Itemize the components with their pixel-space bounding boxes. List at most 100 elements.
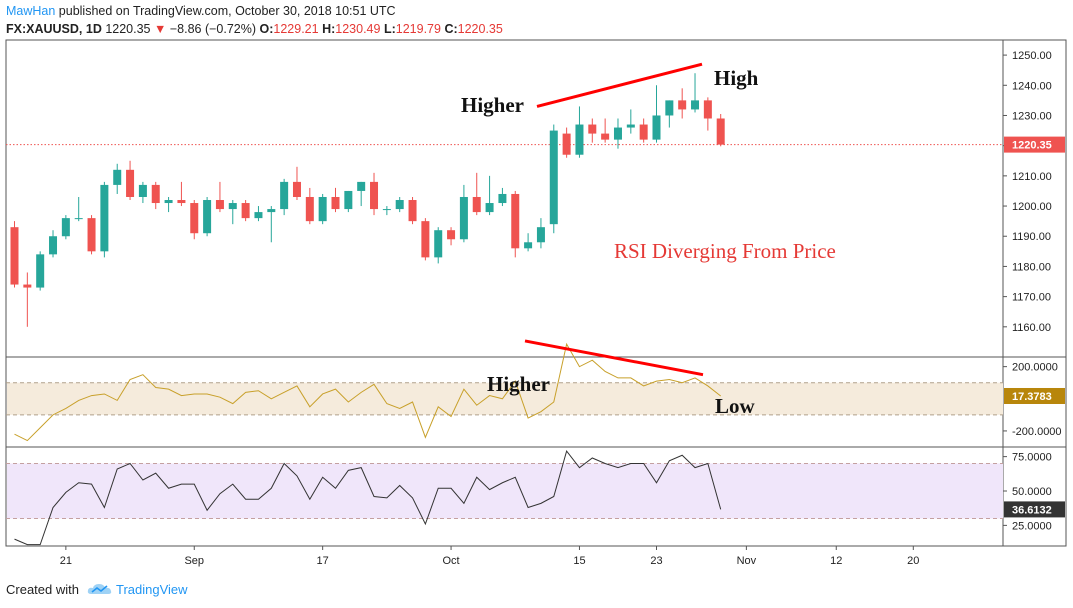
candle-body — [716, 118, 725, 145]
cci-trendline — [524, 339, 704, 377]
time-tick-label: 21 — [60, 555, 72, 567]
candle — [331, 187, 340, 213]
rsi-badge: 36.6132 — [1004, 501, 1065, 518]
candle-body — [421, 221, 430, 258]
candle — [716, 113, 725, 147]
price-badge: 1220.35 — [1004, 136, 1065, 153]
candle-body — [588, 124, 597, 134]
candle-body — [49, 236, 58, 255]
price-tick-label: 1240.00 — [1012, 80, 1052, 92]
candle — [344, 190, 353, 213]
candle-body — [485, 203, 494, 213]
annotation-high: High — [714, 66, 759, 90]
cci-tick-label: -200.0000 — [1012, 426, 1062, 438]
candle — [203, 196, 212, 237]
candle-body — [395, 200, 404, 210]
candle-body — [36, 254, 45, 288]
high-value: 1230.49 — [335, 22, 381, 36]
candle-body — [23, 284, 32, 288]
candle — [177, 181, 186, 207]
candle-body — [318, 196, 327, 222]
footer: Created with TradingView — [6, 582, 188, 597]
annotation-low: Low — [715, 394, 756, 418]
candle — [190, 200, 199, 240]
price-trendline — [536, 62, 703, 108]
price-tick-label: 1200.00 — [1012, 201, 1052, 213]
candle-body — [280, 181, 289, 210]
candle — [61, 215, 70, 240]
tradingview-cloud-icon — [87, 584, 111, 594]
candle — [228, 200, 237, 225]
candle — [562, 127, 571, 158]
ohlc-line: FX:XAUUSD, 1D 1220.35 ▼ −8.86 (−0.72%) O… — [6, 22, 503, 36]
candle-body — [267, 209, 276, 213]
rsi-tick-label: 75.0000 — [1012, 452, 1052, 464]
candle-body — [639, 124, 648, 140]
candle-body — [626, 124, 635, 128]
cci-tick-label: 200.0000 — [1012, 362, 1058, 374]
candle-body — [472, 196, 481, 213]
author-name[interactable]: MawHan — [6, 4, 56, 18]
annotation-higher-price: Higher — [461, 93, 524, 117]
time-tick-label: 15 — [573, 555, 585, 567]
candle — [626, 109, 635, 134]
candle-body — [447, 230, 456, 240]
candle-body — [228, 203, 237, 210]
candle — [382, 206, 391, 216]
candle-body — [370, 181, 379, 210]
candle — [459, 184, 468, 243]
candle — [665, 100, 674, 128]
publish-info: published on TradingView.com, October 30… — [55, 4, 396, 18]
candle — [138, 181, 147, 204]
candle — [691, 73, 700, 113]
down-arrow-icon: ▼ — [154, 22, 167, 36]
candle-body — [562, 133, 571, 155]
rsi-badge-text: 36.6132 — [1012, 504, 1052, 516]
candle — [10, 221, 19, 288]
created-with-label: Created with — [6, 582, 79, 597]
candle — [408, 196, 417, 225]
candle — [601, 118, 610, 143]
candle-body — [164, 200, 173, 204]
candle-body — [549, 130, 558, 225]
candle — [36, 251, 45, 291]
candle-body — [703, 100, 712, 119]
cci-badge-bg — [1004, 387, 1065, 404]
candle-body — [215, 200, 224, 210]
candle — [49, 230, 58, 258]
low-value: 1219.79 — [395, 22, 441, 36]
price-tick-label: 1190.00 — [1012, 231, 1051, 243]
price-change: −8.86 (−0.72%) — [169, 22, 257, 36]
last-price: 1220.35 — [105, 22, 151, 36]
price-tick-label: 1250.00 — [1012, 50, 1052, 62]
candle — [639, 118, 648, 143]
candle — [395, 196, 404, 213]
high-label: H: — [322, 22, 336, 36]
rsi-band — [7, 463, 1003, 519]
candle — [267, 206, 276, 243]
candle-body — [100, 184, 109, 252]
close-value: 1220.35 — [457, 22, 503, 36]
candle — [485, 175, 494, 216]
tradingview-brand[interactable]: TradingView — [116, 582, 188, 597]
candle — [87, 215, 96, 255]
candle-body — [434, 230, 443, 258]
annotation-higher-cci: Higher — [487, 372, 550, 396]
candle — [126, 160, 135, 201]
time-tick-label: 12 — [830, 555, 842, 567]
candle — [498, 187, 507, 207]
candle-body — [305, 196, 314, 222]
candle — [215, 181, 224, 213]
candle-body — [241, 203, 250, 219]
open-value: 1229.21 — [273, 22, 319, 36]
candle-body — [203, 200, 212, 234]
candle — [100, 181, 109, 258]
candle-body — [408, 200, 417, 222]
candle — [370, 172, 379, 216]
candle-body — [459, 196, 468, 240]
candle-body — [344, 190, 353, 210]
price-tick-label: 1170.00 — [1012, 292, 1051, 304]
candle — [536, 218, 545, 249]
candle-body — [613, 127, 622, 140]
